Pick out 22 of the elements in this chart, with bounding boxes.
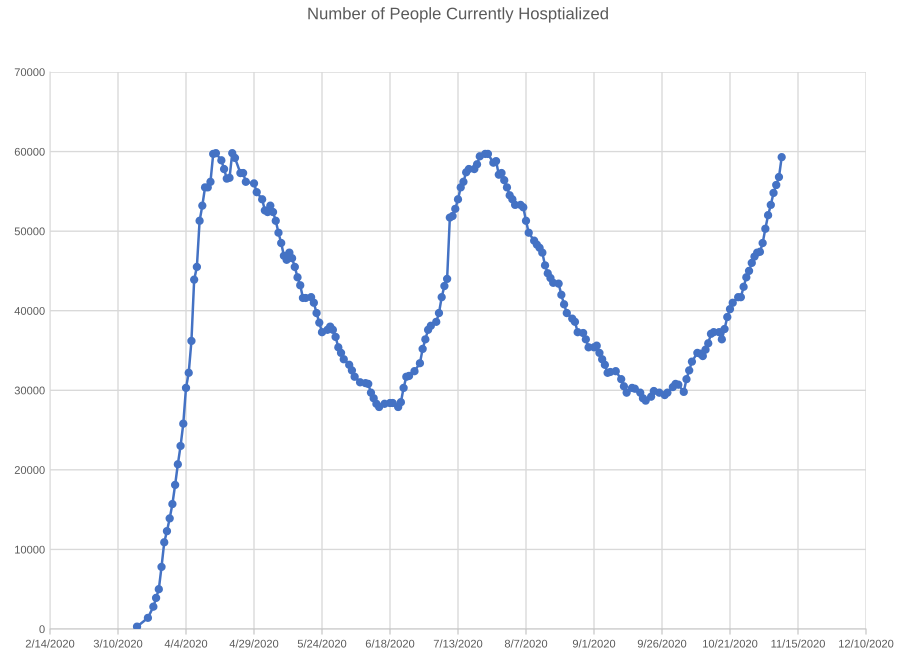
y-tick-label: 20000 [14, 466, 45, 474]
y-tick-label: 30000 [14, 386, 45, 394]
x-tick-label: 6/18/2020 [366, 639, 414, 648]
y-tick-label: 10000 [15, 546, 45, 554]
x-tick-label: 4/4/2020 [164, 639, 208, 648]
y-tick-label: 0 [39, 625, 45, 634]
x-tick-label: 5/24/2020 [298, 639, 346, 648]
x-tick-label: 12/10/2020 [839, 639, 894, 648]
chart-title: Number of People Currently Hosptialized [308, 7, 608, 23]
x-tick-label: 3/10/2020 [94, 639, 142, 648]
y-tick-label: 60000 [14, 148, 45, 156]
x-tick-label: 10/21/2020 [703, 639, 758, 648]
x-tick-label: 9/26/2020 [638, 639, 686, 648]
x-tick-label: 9/1/2020 [572, 639, 616, 648]
x-tick-label: 2/14/2020 [26, 639, 74, 648]
y-tick-label: 40000 [14, 306, 45, 315]
y-tick-label: 70000 [14, 68, 45, 76]
x-tick-label: 7/13/2020 [434, 639, 482, 648]
x-tick-label: 4/29/2020 [230, 639, 278, 648]
x-tick-label: 11/15/2020 [771, 639, 825, 648]
y-tick-label: 50000 [14, 227, 45, 236]
x-tick-label: 8/7/2020 [504, 639, 548, 648]
